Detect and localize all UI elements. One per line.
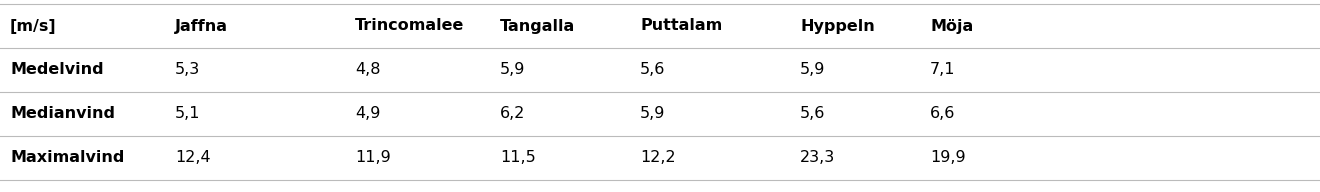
Text: Medelvind: Medelvind	[11, 63, 104, 78]
Text: 6,2: 6,2	[500, 107, 525, 122]
Text: Trincomalee: Trincomalee	[355, 18, 465, 33]
Text: 5,3: 5,3	[176, 63, 201, 78]
Text: 12,2: 12,2	[640, 151, 676, 166]
Text: Medianvind: Medianvind	[11, 107, 115, 122]
Text: Tangalla: Tangalla	[500, 18, 576, 33]
Text: 12,4: 12,4	[176, 151, 211, 166]
Text: Puttalam: Puttalam	[640, 18, 722, 33]
Text: Hyppeln: Hyppeln	[800, 18, 875, 33]
Text: 11,5: 11,5	[500, 151, 536, 166]
Text: 5,6: 5,6	[640, 63, 665, 78]
Text: [m/s]: [m/s]	[11, 18, 57, 33]
Text: 4,8: 4,8	[355, 63, 380, 78]
Text: Möja: Möja	[931, 18, 973, 33]
Text: 5,9: 5,9	[800, 63, 825, 78]
Text: 7,1: 7,1	[931, 63, 956, 78]
Text: 19,9: 19,9	[931, 151, 966, 166]
Text: 5,6: 5,6	[800, 107, 825, 122]
Text: Maximalvind: Maximalvind	[11, 151, 124, 166]
Text: 23,3: 23,3	[800, 151, 836, 166]
Text: Jaffna: Jaffna	[176, 18, 228, 33]
Text: 11,9: 11,9	[355, 151, 391, 166]
Text: 5,1: 5,1	[176, 107, 201, 122]
Text: 5,9: 5,9	[500, 63, 525, 78]
Text: 4,9: 4,9	[355, 107, 380, 122]
Text: 5,9: 5,9	[640, 107, 665, 122]
Text: 6,6: 6,6	[931, 107, 956, 122]
